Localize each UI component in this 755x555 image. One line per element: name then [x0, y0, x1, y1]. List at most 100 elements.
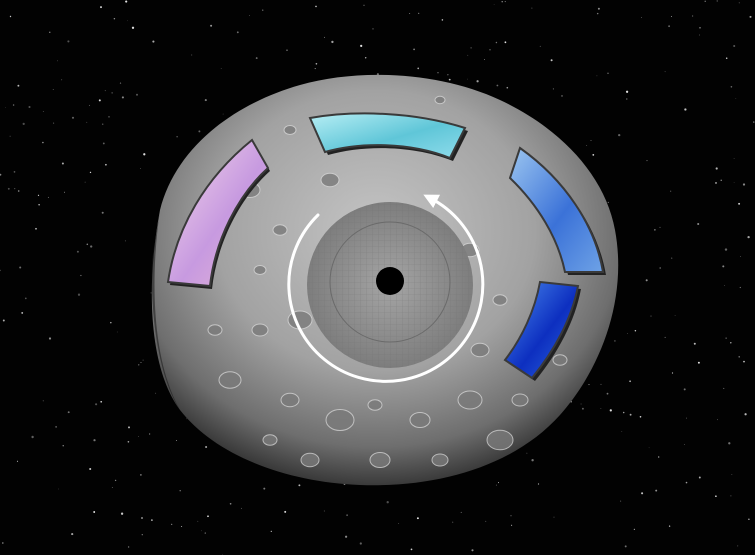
- star: [17, 85, 19, 87]
- star: [72, 117, 74, 119]
- star: [437, 72, 438, 73]
- star: [120, 83, 121, 84]
- star: [726, 57, 727, 58]
- star: [207, 515, 209, 517]
- star: [136, 94, 138, 96]
- crater: [281, 393, 299, 407]
- star: [684, 108, 686, 110]
- star: [601, 384, 602, 385]
- star: [140, 362, 141, 363]
- star: [128, 546, 129, 547]
- crater: [458, 391, 482, 409]
- star: [128, 426, 130, 428]
- star: [527, 453, 528, 454]
- crater: [263, 435, 277, 446]
- crater: [493, 295, 507, 306]
- star: [48, 197, 49, 198]
- star: [14, 188, 15, 189]
- crater: [487, 430, 513, 450]
- star: [592, 154, 594, 156]
- star: [142, 534, 143, 535]
- star: [286, 49, 288, 51]
- star: [53, 89, 54, 90]
- star: [476, 80, 478, 82]
- star: [607, 73, 608, 74]
- crater: [321, 173, 339, 187]
- star: [53, 123, 54, 124]
- star: [90, 172, 91, 173]
- star: [749, 16, 751, 18]
- star: [3, 320, 5, 322]
- star: [138, 436, 139, 437]
- star: [716, 167, 718, 169]
- star: [346, 514, 348, 516]
- star: [734, 158, 735, 159]
- star: [93, 511, 95, 513]
- star: [697, 223, 699, 225]
- star: [732, 474, 733, 475]
- star: [660, 227, 661, 228]
- crater: [512, 394, 528, 406]
- star: [551, 59, 553, 61]
- star: [28, 106, 30, 108]
- star: [489, 49, 490, 50]
- star: [646, 279, 648, 281]
- star: [61, 79, 62, 80]
- star: [496, 42, 498, 44]
- star: [582, 408, 584, 410]
- star: [140, 474, 142, 476]
- star: [494, 4, 495, 5]
- star: [105, 90, 106, 91]
- star: [315, 68, 316, 69]
- star: [68, 411, 70, 413]
- crater: [370, 453, 390, 468]
- star: [608, 202, 609, 203]
- star: [418, 13, 419, 14]
- star: [621, 431, 622, 432]
- crater: [284, 126, 296, 135]
- star: [256, 57, 258, 59]
- star: [316, 63, 318, 65]
- crater: [432, 454, 448, 466]
- star: [538, 483, 539, 484]
- star: [411, 549, 413, 551]
- star: [496, 485, 497, 486]
- star: [671, 16, 672, 17]
- star: [641, 17, 642, 18]
- star: [740, 256, 741, 257]
- star: [618, 134, 620, 136]
- star: [19, 266, 21, 268]
- star: [717, 419, 718, 420]
- star: [699, 27, 701, 29]
- star: [181, 526, 182, 527]
- star: [721, 180, 722, 181]
- star: [417, 517, 419, 519]
- star: [586, 145, 587, 146]
- star: [176, 136, 177, 137]
- star: [102, 212, 104, 214]
- star: [723, 388, 724, 389]
- star: [447, 74, 448, 75]
- crater: [326, 410, 354, 431]
- star: [221, 68, 222, 69]
- crater: [252, 324, 268, 336]
- star: [125, 240, 126, 241]
- star: [198, 130, 200, 132]
- star: [112, 92, 113, 93]
- star: [596, 75, 597, 76]
- star: [43, 400, 44, 401]
- star: [417, 68, 419, 70]
- star: [21, 312, 23, 314]
- star: [186, 418, 187, 419]
- star: [103, 142, 105, 144]
- star: [531, 8, 532, 9]
- star: [57, 60, 58, 61]
- crater: [471, 343, 489, 357]
- star: [223, 114, 224, 115]
- star: [205, 446, 207, 448]
- star: [733, 45, 735, 47]
- crater: [368, 400, 382, 411]
- star: [610, 409, 612, 411]
- star: [315, 6, 317, 8]
- star: [90, 245, 92, 247]
